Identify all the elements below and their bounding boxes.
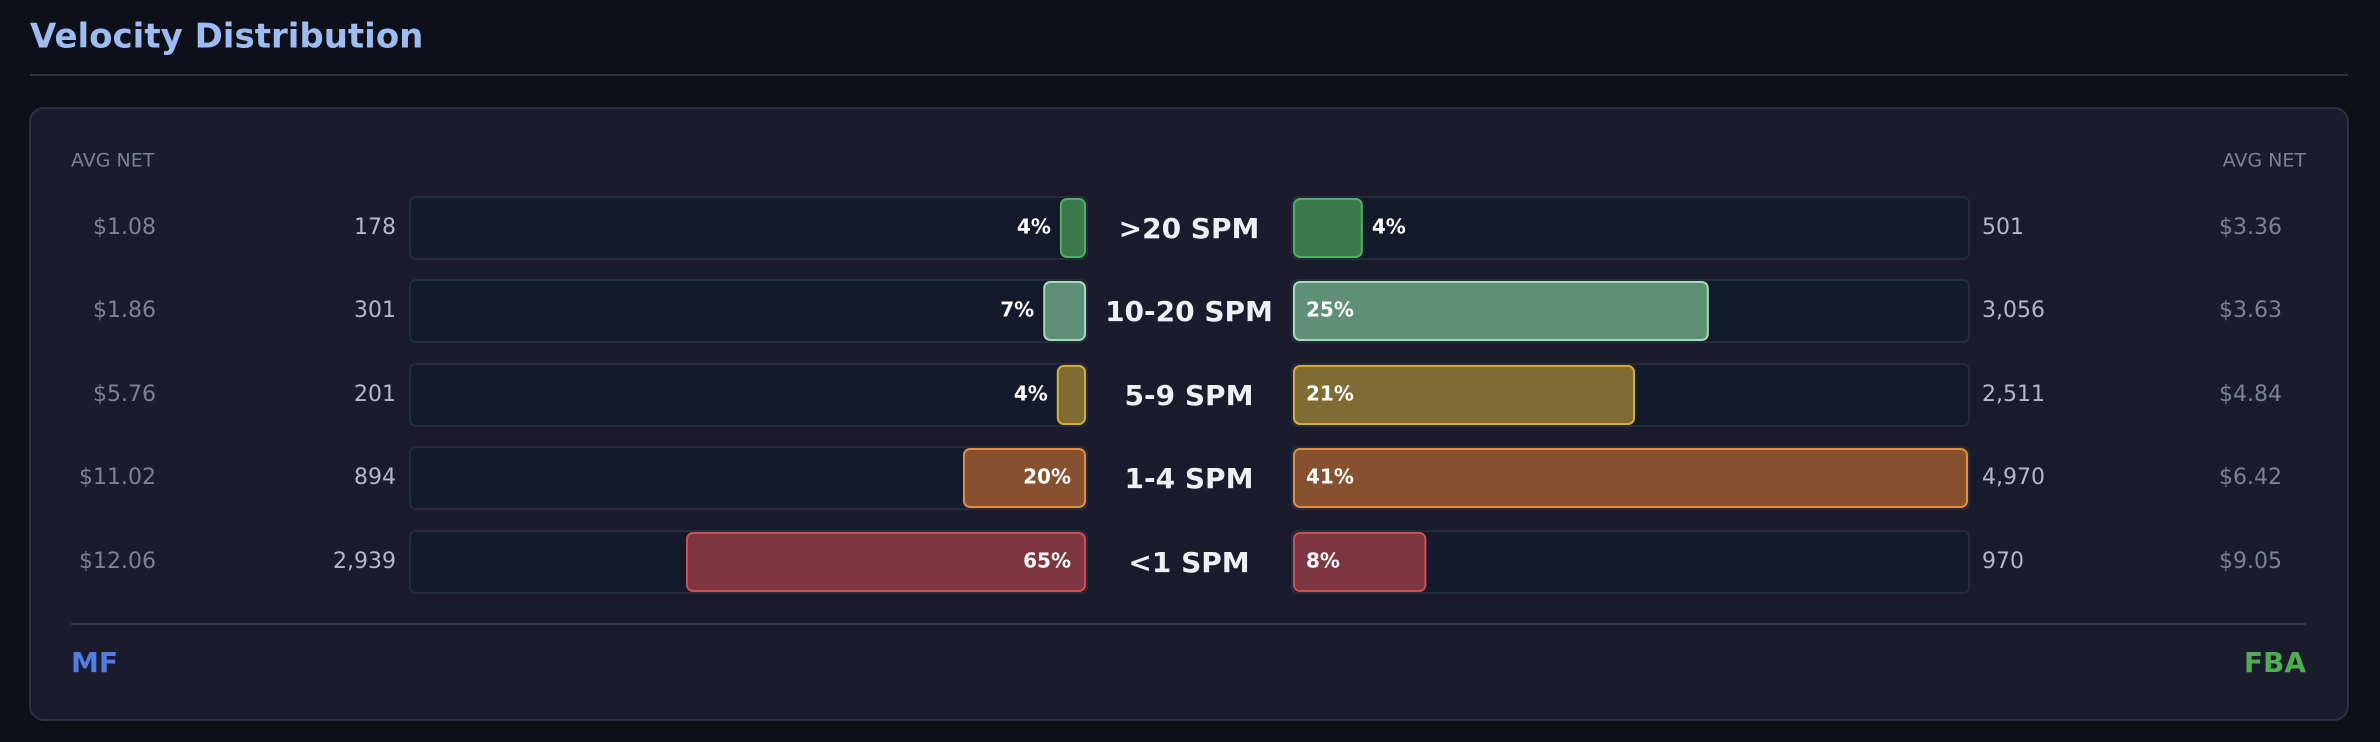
- bar-track: [409, 446, 1088, 510]
- bar-track: [409, 196, 1088, 260]
- avg-net: $1.86: [93, 298, 156, 323]
- avg-net: $12.06: [79, 549, 156, 574]
- category-label: 10-20 SPM: [1105, 295, 1273, 328]
- avg-net: $1.08: [93, 215, 156, 240]
- share-label: 7%: [1000, 298, 1034, 322]
- count-label: 970: [1982, 549, 2024, 574]
- left-header: AVG NET: [71, 150, 155, 172]
- bar-track: [409, 363, 1088, 427]
- count-label: 2,511: [1982, 382, 2045, 407]
- avg-net: $5.76: [93, 382, 156, 407]
- bar: [1293, 281, 1709, 341]
- bar: [1293, 448, 1968, 508]
- share-label: 4%: [1372, 215, 1406, 239]
- avg-net: $3.36: [2219, 215, 2282, 240]
- share-label: 4%: [1017, 215, 1051, 239]
- avg-net: $3.63: [2219, 298, 2282, 323]
- legend-left: MF: [71, 646, 118, 679]
- category-label: >20 SPM: [1119, 212, 1260, 245]
- bar: [1043, 281, 1086, 341]
- count-label: 4,970: [1982, 465, 2045, 490]
- share-label: 8%: [1306, 549, 1340, 573]
- count-label: 3,056: [1982, 298, 2045, 323]
- bar: [1293, 198, 1363, 258]
- count-label: 178: [354, 215, 396, 240]
- share-label: 4%: [1014, 382, 1048, 406]
- avg-net: $4.84: [2219, 382, 2282, 407]
- avg-net: $6.42: [2219, 465, 2282, 490]
- category-label: 5-9 SPM: [1125, 379, 1254, 412]
- bar-track: [409, 279, 1088, 343]
- avg-net: $9.05: [2219, 549, 2282, 574]
- share-label: 65%: [1023, 549, 1071, 573]
- count-label: 894: [354, 465, 396, 490]
- bar: [1293, 365, 1636, 425]
- category-label: 1-4 SPM: [1125, 462, 1254, 495]
- share-label: 21%: [1306, 382, 1354, 406]
- bar: [686, 532, 1087, 592]
- bar: [962, 448, 1086, 508]
- card: [29, 107, 2349, 721]
- bar: [1293, 532, 1427, 592]
- count-label: 2,939: [333, 549, 396, 574]
- bar: [1056, 365, 1087, 425]
- avg-net: $11.02: [79, 465, 156, 490]
- bar-track: [1291, 196, 1970, 260]
- category-label: <1 SPM: [1128, 546, 1249, 579]
- chart-title: Velocity Distribution: [30, 17, 423, 57]
- legend-right: FBA: [2244, 646, 2306, 679]
- share-label: 20%: [1023, 465, 1071, 489]
- count-label: 501: [1982, 215, 2024, 240]
- count-label: 301: [354, 298, 396, 323]
- share-label: 41%: [1306, 465, 1354, 489]
- share-label: 25%: [1306, 298, 1354, 322]
- right-header: AVG NET: [2223, 150, 2307, 172]
- bar-track: [1291, 530, 1970, 594]
- bar: [1059, 198, 1087, 258]
- count-label: 201: [354, 382, 396, 407]
